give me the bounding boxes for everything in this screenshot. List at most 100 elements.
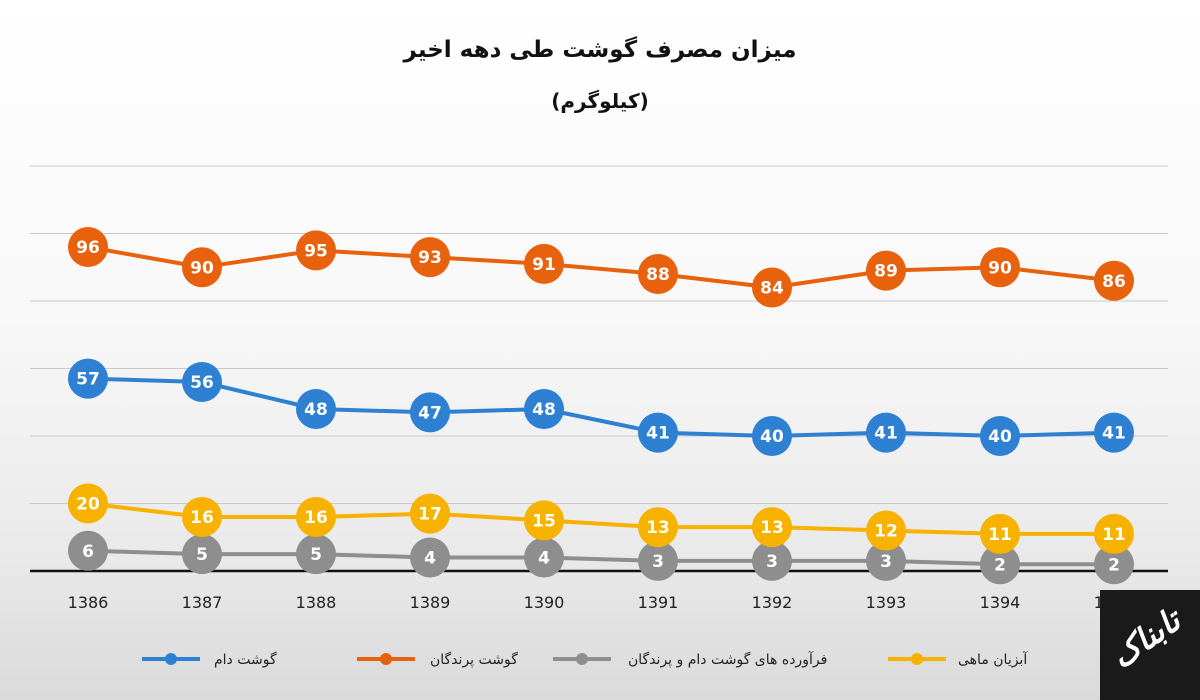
series-line bbox=[87, 376, 1115, 438]
legend-item: گوشت پرندگان bbox=[357, 651, 518, 668]
x-tick-label: 1387 bbox=[182, 593, 223, 612]
data-point bbox=[296, 230, 336, 271]
legend-item: آبزیان ماهی bbox=[888, 651, 1028, 668]
legend-label: گوشت پرندگان bbox=[430, 651, 518, 668]
data-label: 3 bbox=[880, 552, 892, 572]
legend-label: گوشت دام bbox=[214, 651, 277, 668]
series-0: 57 56 48 47 48 41 40 41 40 41 bbox=[68, 358, 1134, 456]
x-axis: 1386138713881389139013911392139313941395 bbox=[68, 593, 1135, 612]
data-point bbox=[182, 247, 222, 288]
series-line bbox=[87, 548, 1114, 567]
series-3: 20 16 16 17 15 13 13 12 11 11 bbox=[68, 483, 1134, 554]
data-label: 90 bbox=[190, 258, 214, 278]
data-label: 86 bbox=[1102, 272, 1126, 292]
series-1: 96 90 95 93 91 88 84 89 90 86 bbox=[68, 227, 1134, 308]
data-label: 93 bbox=[418, 248, 442, 268]
series-line bbox=[87, 501, 1114, 536]
data-label: 13 bbox=[760, 518, 784, 538]
watermark-logo: تابناک bbox=[1100, 590, 1200, 700]
data-point bbox=[524, 243, 564, 284]
data-label: 13 bbox=[646, 518, 670, 538]
data-point bbox=[296, 389, 336, 429]
x-tick-label: 1393 bbox=[866, 593, 907, 612]
data-point bbox=[752, 267, 792, 308]
data-point bbox=[68, 358, 108, 399]
legend-item: گوشت دام bbox=[142, 651, 277, 668]
gridlines bbox=[30, 165, 1168, 573]
data-label: 41 bbox=[646, 424, 670, 444]
x-tick-label: 1394 bbox=[980, 593, 1021, 612]
data-point bbox=[752, 507, 792, 548]
data-label: 40 bbox=[988, 427, 1012, 447]
legend-label: آبزیان ماهی bbox=[958, 651, 1028, 668]
data-label: 41 bbox=[1102, 424, 1126, 444]
data-label: 4 bbox=[424, 549, 436, 569]
data-label: 5 bbox=[196, 545, 208, 565]
legend-marker bbox=[911, 653, 923, 665]
x-tick-label: 1389 bbox=[410, 593, 451, 612]
legend-marker bbox=[165, 653, 177, 665]
data-label: 16 bbox=[304, 508, 328, 528]
data-point bbox=[980, 544, 1020, 585]
legend-label: فرآورده های گوشت دام و پرندگان bbox=[628, 651, 827, 668]
x-tick-label: 1392 bbox=[752, 593, 793, 612]
data-point bbox=[68, 227, 108, 267]
data-label: 3 bbox=[766, 552, 778, 572]
data-label: 20 bbox=[76, 495, 100, 515]
data-point bbox=[524, 389, 564, 429]
data-label: 2 bbox=[994, 555, 1006, 575]
data-label: 56 bbox=[190, 373, 214, 393]
x-tick-label: 1386 bbox=[68, 593, 109, 612]
data-point bbox=[866, 510, 906, 551]
data-label: 40 bbox=[760, 427, 784, 447]
data-point bbox=[752, 416, 792, 456]
data-point bbox=[68, 530, 108, 571]
data-label: 5 bbox=[310, 545, 322, 565]
data-point bbox=[68, 483, 108, 524]
data-label: 90 bbox=[988, 258, 1012, 278]
data-label: 11 bbox=[1102, 525, 1126, 545]
data-label: 17 bbox=[418, 505, 442, 525]
data-label: 3 bbox=[652, 552, 664, 572]
chart-subtitle: (کیلوگرم) bbox=[551, 89, 649, 113]
series-layer: 6 5 5 4 4 3 3 3 2 2 20 16 16 17 15 13 13 12 11 11 57 56 48 47 48… bbox=[68, 227, 1134, 585]
data-point bbox=[980, 416, 1020, 456]
data-point bbox=[866, 250, 906, 291]
data-point bbox=[1094, 412, 1134, 453]
data-point bbox=[410, 392, 450, 433]
watermark-background bbox=[1100, 590, 1200, 700]
data-label: 6 bbox=[82, 542, 94, 562]
data-point bbox=[182, 534, 222, 575]
legend-item: فرآورده های گوشت دام و پرندگان bbox=[553, 651, 827, 668]
data-point bbox=[296, 497, 336, 537]
data-label: 41 bbox=[874, 424, 898, 444]
data-point bbox=[182, 497, 222, 537]
x-tick-label: 1391 bbox=[638, 593, 679, 612]
data-label: 12 bbox=[874, 522, 898, 542]
data-label: 4 bbox=[538, 549, 550, 569]
data-point bbox=[410, 493, 450, 534]
legend-marker bbox=[380, 653, 392, 665]
data-label: 15 bbox=[532, 511, 556, 531]
data-label: 89 bbox=[874, 262, 898, 282]
series-2: 6 5 5 4 4 3 3 3 2 2 bbox=[68, 530, 1134, 585]
legend: گوشت دام گوشت پرندگان فرآورده های گوشت دام… bbox=[142, 651, 1028, 668]
series-line bbox=[87, 245, 1115, 290]
data-point bbox=[1094, 544, 1134, 585]
legend-marker bbox=[576, 653, 588, 665]
data-point bbox=[638, 412, 678, 453]
chart-title: میزان مصرف گوشت طی دهه اخیر bbox=[403, 36, 797, 63]
data-point bbox=[410, 237, 450, 278]
data-point bbox=[524, 537, 564, 578]
data-point bbox=[980, 247, 1020, 288]
data-label: 48 bbox=[304, 400, 328, 420]
data-label: 91 bbox=[532, 255, 556, 275]
data-point bbox=[182, 362, 222, 402]
data-label: 2 bbox=[1108, 555, 1120, 575]
data-point bbox=[638, 540, 678, 581]
data-label: 96 bbox=[76, 238, 100, 258]
data-point bbox=[866, 412, 906, 453]
data-point bbox=[638, 254, 678, 294]
